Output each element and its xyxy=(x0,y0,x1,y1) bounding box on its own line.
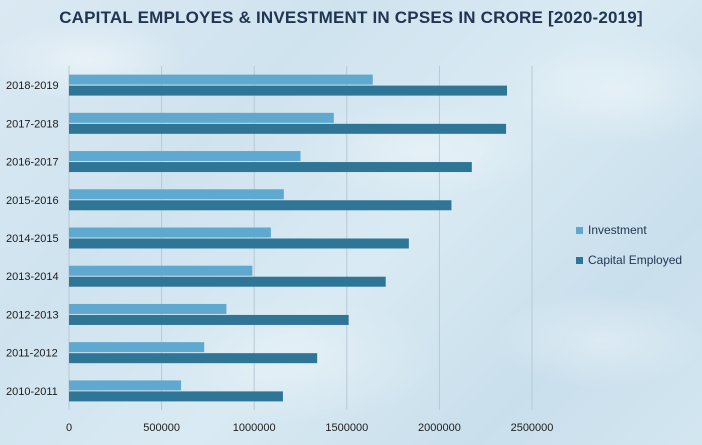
capital-employed-bar xyxy=(69,123,507,134)
capital-employed-bar xyxy=(69,276,386,287)
category-label: 2014-2015 xyxy=(6,233,59,245)
capital-employed-bar xyxy=(69,391,283,402)
category-label: 2015-2016 xyxy=(6,195,59,207)
category-label: 2011-2012 xyxy=(6,348,58,360)
capital-employed-bar xyxy=(69,162,472,173)
x-tick-label: 2000000 xyxy=(418,422,461,434)
capital-employed-bar xyxy=(69,314,349,325)
chart-title: CAPITAL EMPLOYES & INVESTMENT IN CPSES I… xyxy=(59,8,643,27)
investment-bar xyxy=(69,112,334,123)
investment-bar xyxy=(69,342,205,353)
legend-entry: Capital Employed xyxy=(588,253,682,267)
investment-bar xyxy=(69,189,284,200)
investment-bar xyxy=(69,380,182,391)
legend-swatch xyxy=(576,257,583,264)
investment-bar xyxy=(69,151,301,162)
category-label: 2012-2013 xyxy=(6,309,59,321)
x-tick-label: 0 xyxy=(66,422,72,434)
investment-bar xyxy=(69,303,227,314)
capital-employed-bar xyxy=(69,353,318,364)
legend-entry: Investment xyxy=(588,223,647,237)
category-label: 2016-2017 xyxy=(6,157,59,169)
capital-employed-bar xyxy=(69,200,452,211)
capital-employed-bar xyxy=(69,238,409,249)
legend-swatch xyxy=(576,227,583,234)
investment-bar xyxy=(69,265,253,276)
x-tick-label: 500000 xyxy=(143,422,180,434)
x-tick-label: 1000000 xyxy=(233,422,276,434)
category-label: 2010-2011 xyxy=(6,386,58,398)
investment-bar xyxy=(69,74,373,85)
category-label: 2018-2019 xyxy=(6,80,59,92)
capital-employed-bar xyxy=(69,85,507,96)
category-label: 2013-2014 xyxy=(6,271,59,283)
x-tick-label: 1500000 xyxy=(325,422,368,434)
category-label: 2017-2018 xyxy=(6,118,59,130)
investment-bar xyxy=(69,227,271,238)
x-tick-label: 2500000 xyxy=(511,422,554,434)
